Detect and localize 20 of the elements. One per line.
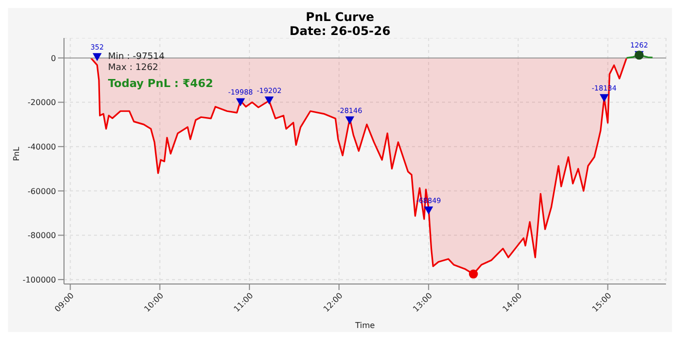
point bbox=[236, 98, 245, 106]
point bbox=[424, 206, 434, 215]
annotation: Today PnL : ₹462 bbox=[108, 77, 214, 90]
y-tick-label: -100000 bbox=[22, 275, 56, 284]
chart-title: PnL Curve bbox=[304, 10, 376, 24]
annotation: Max : 1262 bbox=[108, 63, 160, 74]
y-axis-title: PnL bbox=[12, 146, 21, 161]
y-tick-label: 0 bbox=[50, 54, 56, 63]
point bbox=[468, 270, 478, 279]
chart-subtitle: Date: 26-05-26 bbox=[288, 24, 392, 38]
y-tick-label: -40000 bbox=[28, 142, 56, 152]
y-tick-label: -80000 bbox=[28, 231, 56, 240]
point bbox=[345, 116, 354, 124]
annotation: Min : -97514 bbox=[108, 52, 166, 63]
point bbox=[264, 96, 274, 104]
point bbox=[92, 53, 102, 62]
point bbox=[600, 94, 609, 102]
y-tick-label: -20000 bbox=[28, 98, 56, 108]
x-axis-title: Time bbox=[354, 321, 375, 330]
y-tick-label: -60000 bbox=[28, 186, 56, 196]
